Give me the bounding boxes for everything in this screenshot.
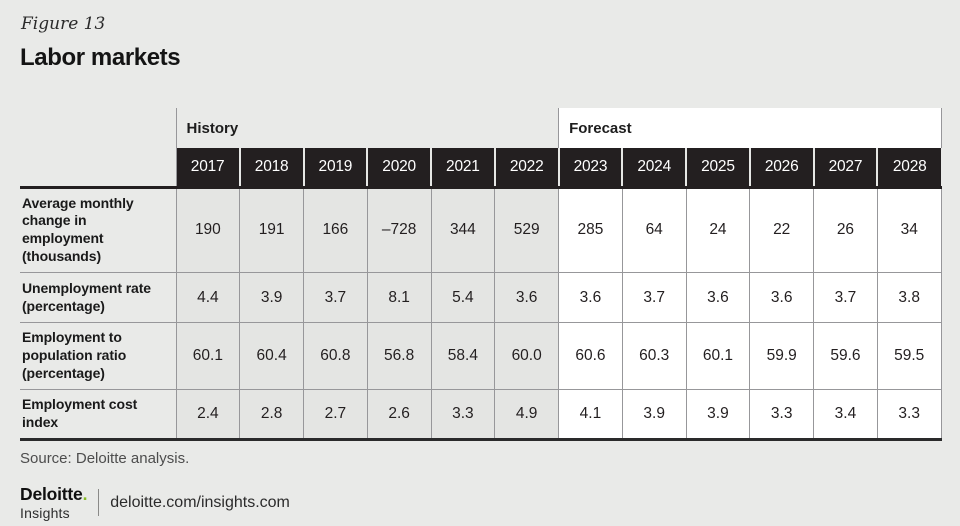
data-cell: 59.9	[749, 322, 814, 390]
data-cell: 60.1	[175, 322, 240, 390]
data-cell: 3.3	[749, 389, 814, 441]
data-cell: 4.1	[558, 389, 623, 441]
year-header-2017: 2017	[176, 148, 240, 189]
data-cell: 2.8	[239, 389, 304, 441]
corner-cell	[20, 148, 177, 189]
year-header-2028: 2028	[876, 148, 942, 189]
data-cell: 5.4	[430, 272, 495, 324]
data-cell: –728	[366, 187, 431, 274]
labor-markets-table: History Forecast 2017 2018 2019 2020 202…	[20, 108, 942, 441]
deloitte-green-dot: .	[82, 484, 88, 504]
data-cell: 60.8	[303, 322, 368, 390]
source-note: Source: Deloitte analysis.	[20, 450, 190, 467]
table-row: Unemployment rate (percentage) 4.4 3.9 3…	[20, 272, 942, 324]
data-cell: 3.7	[621, 272, 687, 324]
data-cell: 4.9	[494, 389, 559, 441]
data-cell: 2.7	[303, 389, 368, 441]
table-row: Employment cost index 2.4 2.8 2.7 2.6 3.…	[20, 389, 942, 441]
data-cell: 34	[876, 187, 942, 274]
data-cell: 2.6	[366, 389, 431, 441]
table-row: Average monthly change in employment (th…	[20, 187, 942, 274]
data-cell: 3.6	[685, 272, 750, 324]
data-cell: 344	[430, 187, 495, 274]
data-cell: 64	[621, 187, 687, 274]
year-header-2022: 2022	[493, 148, 559, 189]
data-cell: 59.5	[876, 322, 942, 390]
year-header-2025: 2025	[685, 148, 750, 189]
data-cell: 4.4	[175, 272, 240, 324]
year-header-2020: 2020	[366, 148, 431, 189]
data-cell: 24	[685, 187, 750, 274]
data-cell: 285	[558, 187, 623, 274]
data-cell: 8.1	[366, 272, 431, 324]
data-cell: 26	[813, 187, 878, 274]
year-header-2021: 2021	[430, 148, 495, 189]
data-cell: 58.4	[430, 322, 495, 390]
data-cell: 3.9	[621, 389, 687, 441]
footer-url: deloitte.com/insights.com	[110, 493, 290, 511]
corner-cell	[20, 108, 177, 148]
figure-label: Figure 13	[21, 14, 106, 34]
insights-wordmark: Insights	[20, 504, 70, 521]
page-title: Labor markets	[20, 44, 181, 71]
year-header-2027: 2027	[812, 148, 878, 189]
row-label: Employment to population ratio (percenta…	[20, 322, 177, 390]
data-cell: 3.6	[749, 272, 814, 324]
year-header-2023: 2023	[557, 148, 623, 189]
data-cell: 191	[239, 187, 304, 274]
year-header-2024: 2024	[621, 148, 687, 189]
year-header-row: 2017 2018 2019 2020 2021 2022 2023 2024 …	[20, 148, 942, 189]
data-cell: 3.7	[303, 272, 368, 324]
data-cell: 60.0	[494, 322, 559, 390]
data-cell: 59.6	[813, 322, 878, 390]
data-cell: 190	[175, 187, 240, 274]
data-cell: 3.9	[685, 389, 750, 441]
data-cell: 22	[749, 187, 814, 274]
forecast-band-label: Forecast	[558, 108, 942, 148]
data-cell: 60.3	[621, 322, 687, 390]
data-cell: 3.9	[239, 272, 304, 324]
data-cell: 56.8	[366, 322, 431, 390]
table-row: Employment to population ratio (percenta…	[20, 322, 942, 390]
data-cell: 3.7	[813, 272, 878, 324]
data-cell: 60.1	[685, 322, 750, 390]
group-header-row: History Forecast	[20, 108, 942, 148]
row-label: Employment cost index	[20, 389, 177, 441]
history-band-label: History	[186, 119, 239, 137]
data-cell: 3.3	[876, 389, 942, 441]
data-cell: 3.6	[558, 272, 623, 324]
data-cell: 3.8	[876, 272, 942, 324]
data-cell: 2.4	[175, 389, 240, 441]
data-cell: 60.4	[239, 322, 304, 390]
figure-footer: Deloitte. Insights deloitte.com/insights…	[20, 484, 290, 521]
row-label: Average monthly change in employment (th…	[20, 187, 177, 274]
year-header-2026: 2026	[748, 148, 814, 189]
data-cell: 3.3	[430, 389, 495, 441]
data-cell: 529	[494, 187, 559, 274]
footer-divider	[98, 489, 100, 517]
row-label: Unemployment rate (percentage)	[20, 272, 177, 324]
data-cell: 3.6	[494, 272, 559, 324]
deloitte-insights-logo: Deloitte. Insights	[20, 484, 88, 521]
data-cell: 166	[303, 187, 368, 274]
deloitte-wordmark: Deloitte.	[20, 484, 88, 504]
data-cell: 3.4	[813, 389, 878, 441]
year-header-2018: 2018	[238, 148, 304, 189]
data-cell: 60.6	[558, 322, 623, 390]
year-header-2019: 2019	[302, 148, 368, 189]
